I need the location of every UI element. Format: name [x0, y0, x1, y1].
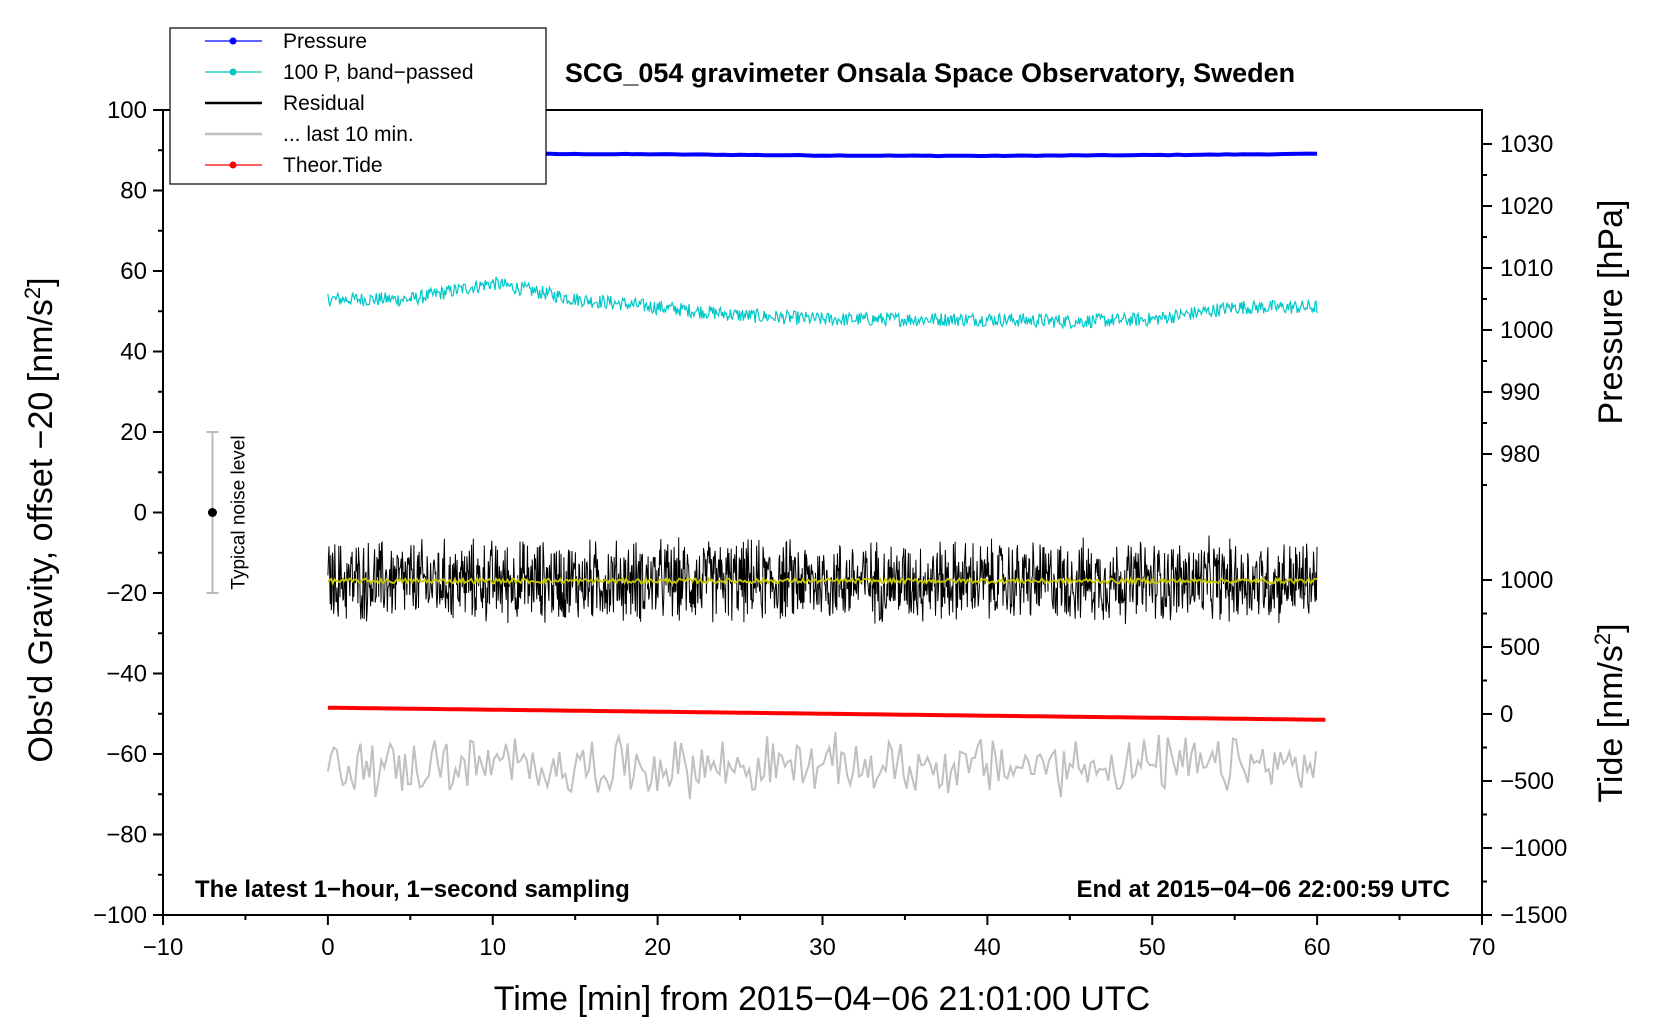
pressure-tick-label: 1030: [1500, 131, 1553, 158]
pressure-tick-label: 1020: [1500, 193, 1553, 220]
y-axis-title-pressure: Pressure [hPa]: [1592, 200, 1630, 425]
tide-tick-label: 1000: [1500, 567, 1553, 594]
noise-center-dot: [207, 508, 217, 517]
x-tick-label: 50: [1139, 934, 1166, 961]
y-tick-label: −60: [106, 741, 147, 768]
x-tick-label: 70: [1469, 934, 1496, 961]
y-tick-label: −80: [106, 822, 147, 849]
plot-frame: [162, 109, 1483, 916]
note-end-time: End at 2015−04−06 22:00:59 UTC: [1076, 876, 1450, 903]
y-tick-label: 0: [134, 500, 147, 527]
series-last-10-min: [326, 732, 1318, 800]
tide-tick-label: −1000: [1500, 835, 1567, 862]
y-tick-label: 60: [120, 258, 147, 285]
pressure-tick-label: 1000: [1500, 317, 1553, 344]
x-tick-label: 60: [1304, 934, 1331, 961]
x-tick-label: −10: [143, 934, 184, 961]
y-tick-label: −20: [106, 580, 147, 607]
y-axis-title-tide-end: ]: [1592, 623, 1630, 632]
tide-tick-label: 0: [1500, 701, 1513, 728]
y-axis-title-left-end: ]: [22, 277, 60, 286]
y-axis-title-left-sup: 2: [20, 287, 45, 299]
y-tick-label: 80: [120, 178, 147, 205]
legend: Pressure 100 P, band−passed Residual ... la…: [169, 27, 547, 185]
legend-box: [169, 27, 547, 185]
y-axis-title-tide: Tide [nm/s2]: [1590, 623, 1631, 802]
tide-tick-label: 500: [1500, 634, 1540, 661]
tide-tick-label: −500: [1500, 768, 1554, 795]
pressure-tick-label: 990: [1500, 379, 1540, 406]
y-tick-label: −100: [93, 902, 147, 929]
legend-marker: [229, 68, 237, 76]
y-axis-title-left: Obs'd Gravity, offset −20 [nm/s2]: [20, 277, 61, 762]
x-tick-label: 0: [321, 934, 334, 961]
y-tick-label: 20: [120, 419, 147, 446]
series-theor-tide: [327, 705, 1326, 722]
x-tick-label: 30: [809, 934, 836, 961]
series-layer: [326, 150, 1326, 800]
legend-label: Theor.Tide: [283, 154, 383, 177]
chart-title: SCG_054 gravimeter Onsala Space Observat…: [565, 58, 1295, 88]
y-tick-label: 100: [107, 97, 147, 124]
pressure-tick-label: 1010: [1500, 255, 1553, 282]
legend-marker: [229, 37, 237, 45]
y-tick-label: 40: [120, 339, 147, 366]
y-tick-label: −40: [106, 661, 147, 688]
y-axis-title-tide-sup: 2: [1590, 633, 1615, 645]
tide-tick-label: −1500: [1500, 902, 1567, 929]
note-sampling: The latest 1−hour, 1−second sampling: [195, 876, 630, 903]
legend-marker: [229, 161, 237, 169]
x-axis-title: Time [min] from 2015−04−06 21:01:00 UTC: [494, 980, 1150, 1018]
noise-label: Typical noise level: [228, 435, 249, 589]
legend-label: 100 P, band−passed: [283, 61, 474, 84]
pressure-tick-label: 980: [1500, 441, 1540, 468]
legend-label: Pressure: [283, 30, 367, 53]
y-axis-title-tide-text: Tide [nm/s: [1592, 645, 1630, 802]
series-residual: [327, 535, 1318, 625]
legend-label: ... last 10 min.: [283, 123, 414, 146]
x-tick-label: 40: [974, 934, 1001, 961]
series-residual-smoothed: [327, 575, 1318, 586]
legend-label: Residual: [283, 92, 365, 115]
x-tick-label: 10: [479, 934, 506, 961]
y-axis-title-left-text: Obs'd Gravity, offset −20 [nm/s: [22, 299, 60, 762]
noise-indicator: Typical noise level: [206, 431, 249, 594]
axes-layer: −10 0 10 20 30 40 50 60 70−100−80−60−40−20020406…: [93, 97, 1567, 961]
series-100-p-band-passed: [327, 276, 1318, 330]
x-tick-label: 20: [644, 934, 671, 961]
